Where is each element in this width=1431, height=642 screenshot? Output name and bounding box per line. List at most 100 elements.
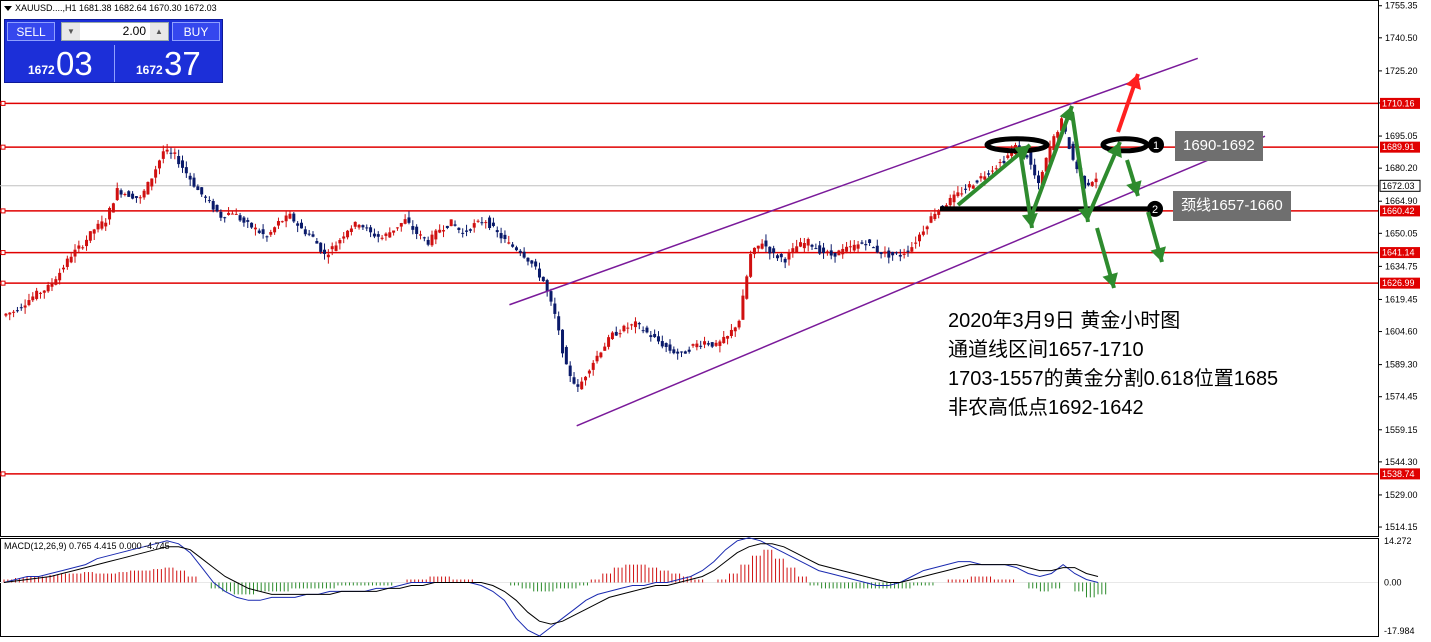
sell-price-small: 1672 [28,63,55,77]
y-axis-tick-label: 1755.35 [1385,1,1418,11]
arrow-green-up-2-shaft [1028,105,1074,221]
buy-price[interactable]: 1672 37 [114,45,221,82]
candle-body [234,213,238,215]
candle-body [775,255,779,259]
candle-body [484,222,488,224]
candle-body [534,261,538,267]
sell-price[interactable]: 1672 03 [6,45,113,82]
candle-body [994,168,998,170]
candle-body [296,223,300,226]
candle-body [691,344,695,346]
candle-body [46,284,50,292]
candle-body [1037,175,1041,184]
channel-lower-line [576,135,1266,427]
candle-body [875,245,879,253]
marker-2-label: 2 [1152,204,1158,216]
lot-size-input[interactable]: ▼ 2.00 ▲ [61,22,169,41]
candle-body [1060,118,1064,131]
lot-size-value[interactable]: 2.00 [122,24,146,38]
candle-body [280,221,284,223]
candle-body [380,237,384,239]
current-price-tag [1379,179,1421,192]
candle-body [641,330,645,332]
candle-body [787,252,791,260]
candle-body [257,230,261,233]
candle-body [676,351,680,354]
candle-body [146,181,150,195]
candle-body [326,254,330,258]
candle-body [894,252,898,254]
annotation-line: 非农高低点1692-1642 [948,397,1144,419]
candle-body [338,240,342,244]
candle-body [921,231,925,235]
candle-body [507,242,511,244]
candle-body [760,243,764,249]
candle-body [4,313,8,316]
candle-body [937,209,941,215]
chevron-up-icon[interactable]: ▲ [150,23,168,40]
analysis-annotation: 2020年3月9日 黄金小时图 通道线区间1657-1710 1703-1557… [948,307,1278,423]
candle-body [177,156,181,165]
collapse-triangle-icon[interactable] [4,6,12,11]
candle-body [1029,152,1033,165]
candle-body [61,267,65,270]
candle-body [752,247,756,255]
candle-body [207,200,211,202]
candle-body [745,276,749,299]
candle-body [822,247,826,254]
annotation-line: 2020年3月9日 黄金小时图 [948,310,1181,332]
candle-body [288,213,292,219]
candle-body [238,215,242,221]
candle-body [553,303,557,314]
candle-body [806,239,810,246]
candle-body [265,236,269,238]
main-plot-frame [0,0,1379,537]
candle-body [461,232,465,234]
level-price-label: 1641.14 [1382,248,1415,258]
candle-body [914,242,918,244]
candle-body [983,176,987,180]
symbol-info-text: XAUUSD....,H1 1681.38 1682.64 1670.30 16… [15,3,217,13]
candle-body [910,247,914,252]
candle-body [1067,137,1071,149]
candle-body [58,272,62,281]
sell-button[interactable]: SELL [7,22,55,41]
candle-body [618,333,622,335]
candle-body [795,246,799,253]
candle-body [541,276,545,282]
candle-body [276,221,280,226]
candle-body [653,333,657,338]
candle-body [537,268,541,278]
candle-body [967,184,971,188]
marker-1-label: 1 [1153,140,1159,152]
macd-scale-label: -17.984 [1384,626,1415,636]
candle-body [1083,175,1087,189]
candle-body [184,167,188,174]
candle-body [633,321,637,328]
candle-body [211,201,215,210]
y-axis-tick-label: 1740.50 [1385,33,1418,43]
candle-body [603,346,607,351]
y-axis-tick-label: 1529.00 [1385,490,1418,500]
candle-body [1086,182,1090,186]
candle-body [764,240,768,247]
buy-button[interactable]: BUY [172,22,220,41]
candle-body [587,370,591,374]
candle-body [188,175,192,180]
candle-body [610,332,614,340]
arrow-green-down-2-shaft [1070,111,1090,223]
candle-body [833,252,837,257]
candle-body [357,224,361,228]
candle-body [683,351,687,354]
candle-body [115,188,119,201]
candle-body [311,234,315,237]
candle-body [453,224,457,226]
candle-body [825,251,829,253]
candle-body [887,250,891,258]
candle-body [1002,160,1006,164]
candle-body [349,228,353,232]
candle-body [165,149,169,152]
candle-body [526,257,530,262]
candle-body [871,247,875,249]
chevron-down-icon[interactable]: ▼ [62,23,80,40]
